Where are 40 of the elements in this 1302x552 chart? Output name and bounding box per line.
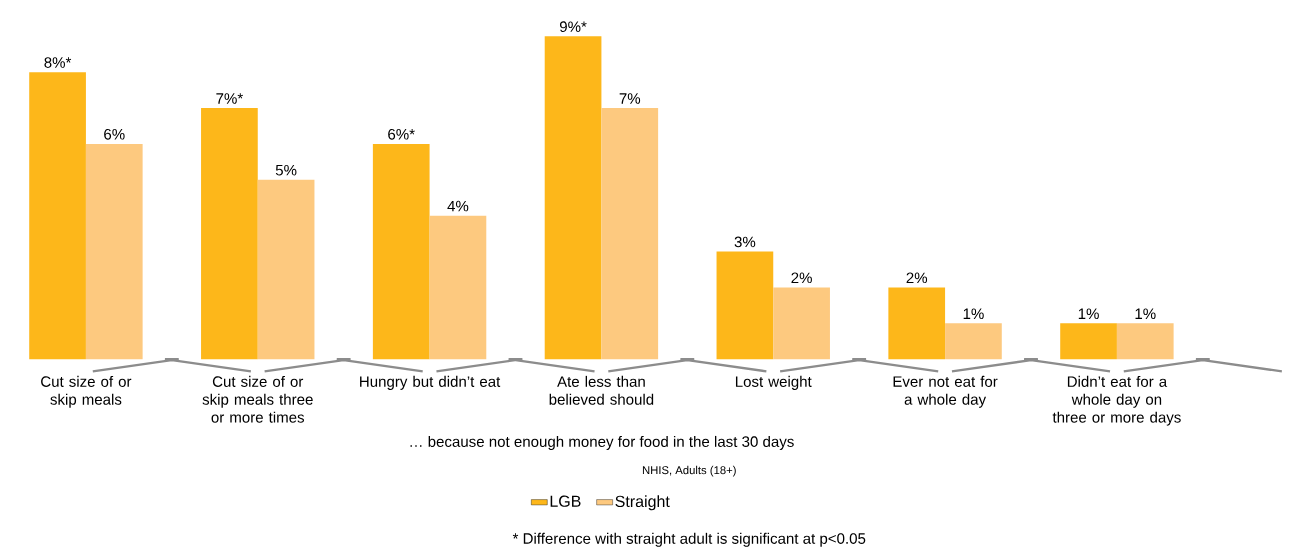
data-label: 6%* — [388, 128, 415, 140]
data-label: 7%* — [216, 93, 243, 104]
bar — [601, 107, 659, 360]
bar — [945, 323, 1002, 360]
data-label: 9%* — [559, 21, 587, 32]
bar — [257, 179, 315, 360]
data-label: 1% — [1135, 308, 1156, 319]
bar — [1116, 323, 1174, 360]
bar — [1060, 323, 1117, 360]
bar — [29, 72, 86, 360]
data-label: 6% — [104, 128, 125, 140]
data-label: 8%* — [44, 57, 72, 68]
x-tick-label: Cut size of or skip meals — [41, 375, 132, 408]
data-label: 1% — [1078, 308, 1099, 319]
text: NHIS, Adults (18+) — [642, 465, 736, 477]
data-label: 2% — [906, 272, 928, 284]
bar — [372, 143, 430, 360]
bar — [773, 287, 830, 360]
data-label: 1% — [963, 308, 984, 319]
x-tick-label: Lost weight — [735, 375, 812, 390]
legend-label: LGB — [550, 495, 581, 507]
data-label: 4% — [447, 200, 469, 212]
x-tick-label: Ever not eat for a whole day — [893, 375, 998, 408]
bar — [716, 251, 774, 360]
x-tick-label: Hungry but didn’t eat — [360, 375, 501, 390]
text: * Difference with straight adult is significant at p<0.05 — [512, 532, 866, 547]
x-tick-label: Ate less than believed should — [549, 375, 654, 405]
data-label: 2% — [791, 272, 812, 284]
data-label: 7% — [619, 93, 641, 104]
legend-label: Straight — [615, 495, 670, 511]
x-axis-title: … because not enough money for food in the last 30 days — [410, 435, 794, 450]
x-tick-label: Cut size of or skip meals three or more times — [202, 375, 313, 423]
bar — [429, 215, 487, 360]
bar — [544, 36, 602, 360]
bar — [85, 143, 143, 360]
x-tick-label: Didn’t eat for a whole day on three or more days — [1052, 375, 1181, 426]
data-label: 5% — [275, 164, 297, 176]
data-label: 3% — [734, 236, 756, 248]
bar — [201, 107, 258, 360]
bar — [888, 287, 946, 360]
